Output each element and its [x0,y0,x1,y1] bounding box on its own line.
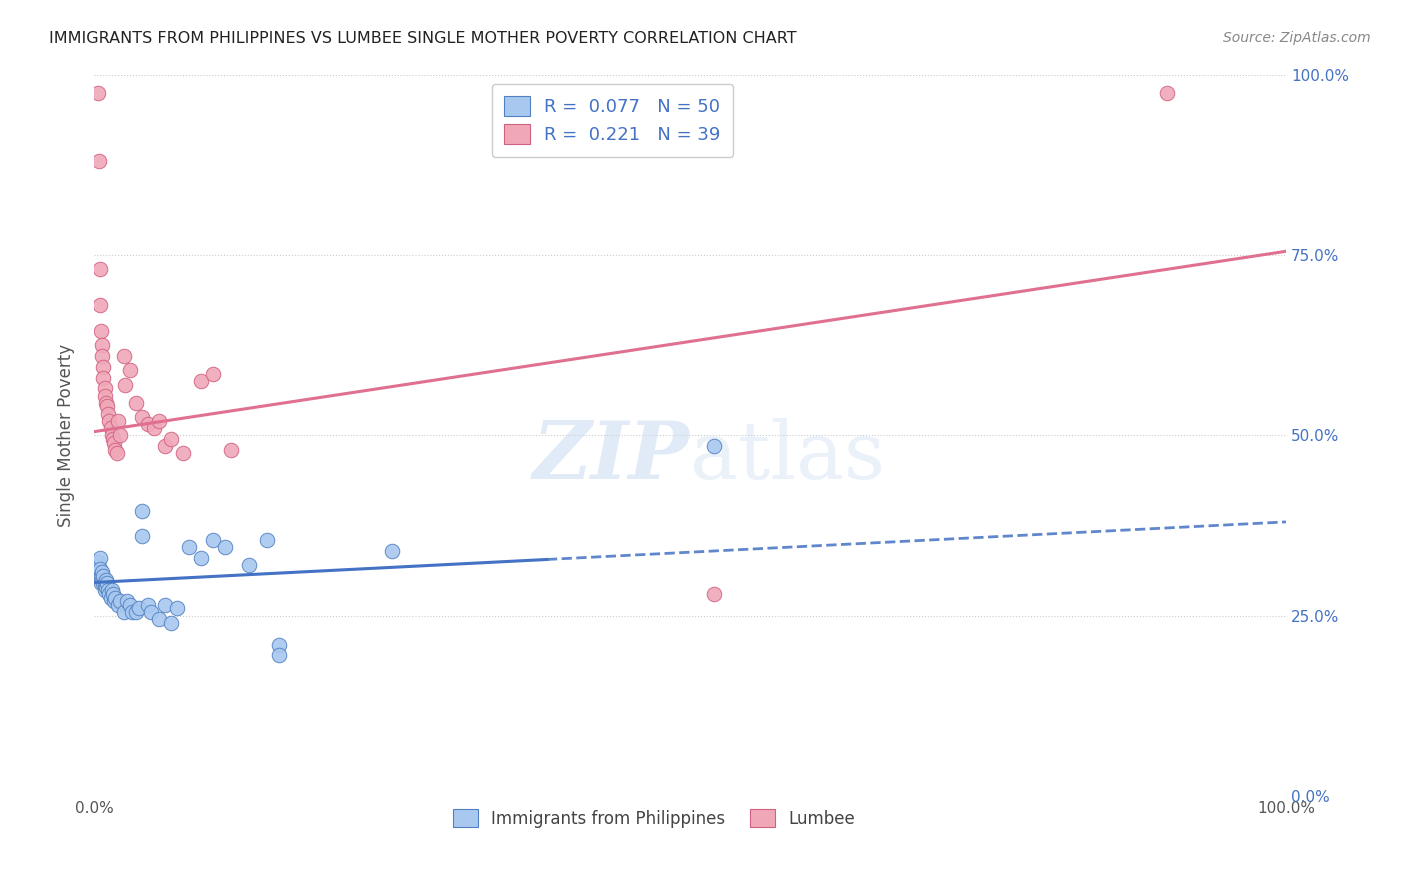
Point [93,389,115,403]
Point [107,598,129,612]
Point [155,598,177,612]
Point [93,583,115,598]
Point [87,154,110,169]
Point [219,442,242,457]
Point [202,367,225,381]
Point [381,543,404,558]
Point [93,576,115,591]
Point [107,414,129,428]
Point [256,533,278,547]
Point [100,421,122,435]
Point [190,374,212,388]
Point [98,414,121,428]
Point [136,417,159,432]
Point [124,605,146,619]
Point [89,551,111,566]
Point [101,428,124,442]
Point [91,566,114,580]
Point [118,363,141,377]
Point [179,540,201,554]
Point [108,594,131,608]
Point [91,573,114,587]
Point [100,591,122,605]
Point [172,446,194,460]
Point [267,638,290,652]
Point [104,591,127,605]
Point [91,349,114,363]
Point [117,594,139,608]
Point [96,400,118,414]
Point [93,370,115,384]
Point [89,262,111,277]
Point [703,439,725,453]
Point [141,605,163,619]
Text: IMMIGRANTS FROM PHILIPPINES VS LUMBEE SINGLE MOTHER POVERTY CORRELATION CHART: IMMIGRANTS FROM PHILIPPINES VS LUMBEE SI… [49,31,797,46]
Point [90,576,112,591]
Point [128,601,150,615]
Point [103,435,125,450]
Point [90,569,112,583]
Point [104,442,127,457]
Point [96,576,118,591]
Point [114,377,136,392]
Point [101,432,124,446]
Point [160,432,183,446]
Point [93,569,115,583]
Point [101,583,124,598]
Point [87,566,110,580]
Point [166,601,188,615]
Point [124,396,146,410]
Point [131,529,153,543]
Point [148,414,170,428]
Point [101,587,124,601]
Point [121,605,143,619]
Point [90,324,112,338]
Point [97,407,120,421]
Point [87,569,110,583]
Point [190,551,212,566]
Text: atlas: atlas [690,418,884,496]
Point [214,540,236,554]
Point [86,558,108,573]
Point [98,587,121,601]
Y-axis label: Single Mother Poverty: Single Mother Poverty [58,343,75,527]
Point [136,598,159,612]
Point [105,446,128,460]
Point [160,615,183,630]
Text: Source: ZipAtlas.com: Source: ZipAtlas.com [1223,31,1371,45]
Point [112,349,135,363]
Point [93,359,115,374]
Point [118,598,141,612]
Point [267,648,290,663]
Point [94,573,117,587]
Point [89,562,111,576]
Point [89,298,111,312]
Point [202,533,225,547]
Point [131,410,153,425]
Legend: Immigrants from Philippines, Lumbee: Immigrants from Philippines, Lumbee [446,803,862,835]
Point [86,86,108,100]
Point [103,594,125,608]
Text: ZIP: ZIP [533,418,690,496]
Point [131,504,153,518]
Point [1156,86,1178,100]
Point [91,338,114,352]
Point [112,605,135,619]
Point [94,580,117,594]
Point [148,612,170,626]
Point [155,439,177,453]
Point [142,421,165,435]
Point [93,576,115,591]
Point [94,396,117,410]
Point [86,555,108,569]
Point [238,558,260,573]
Point [108,428,131,442]
Point [86,562,108,576]
Point [93,381,115,395]
Point [703,587,725,601]
Point [97,583,120,598]
